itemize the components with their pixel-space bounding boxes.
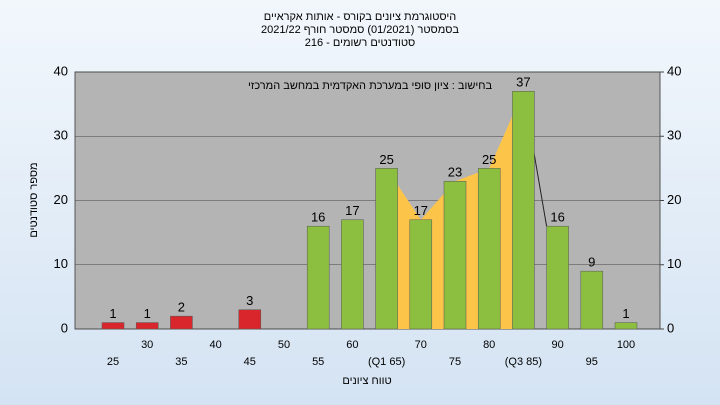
x-tick-label: 25 bbox=[107, 356, 119, 368]
x-tick-label: 95 bbox=[586, 356, 598, 368]
data-label: 23 bbox=[448, 165, 462, 180]
y-tick-label: 10 bbox=[54, 256, 68, 271]
chart-subtitle: בסמסטר (01/2021) סמסטר חורף 2021/22 bbox=[261, 24, 459, 36]
y-tick-label: 40 bbox=[54, 63, 68, 78]
data-label: 25 bbox=[379, 152, 393, 167]
data-label: 1 bbox=[144, 306, 151, 321]
x-tick-label: 55 bbox=[312, 356, 324, 368]
x-tick-label: (Q3 85) bbox=[505, 356, 542, 368]
y-tick-label: 0 bbox=[61, 320, 68, 335]
bar bbox=[341, 219, 364, 330]
data-label: 16 bbox=[550, 210, 564, 225]
bar bbox=[477, 168, 501, 330]
bar bbox=[409, 219, 433, 330]
bar bbox=[580, 270, 604, 330]
x-tick-label: 75 bbox=[449, 356, 461, 368]
chart-subtitle: סטודנטים רשומים - 216 bbox=[305, 37, 416, 49]
x-tick-label: 40 bbox=[209, 339, 221, 351]
y2-tick-label: 20 bbox=[667, 192, 681, 207]
x-tick-label: (Q1 65) bbox=[368, 356, 405, 368]
x-tick-label: 60 bbox=[346, 339, 358, 351]
x-tick-label: 90 bbox=[551, 339, 563, 351]
x-tick-label: 30 bbox=[141, 339, 153, 351]
y2-tick-label: 10 bbox=[667, 256, 681, 271]
y-tick-label: 20 bbox=[54, 192, 68, 207]
bar bbox=[135, 322, 159, 330]
bar bbox=[546, 225, 569, 330]
y2-tick-label: 40 bbox=[667, 63, 681, 78]
data-label: 16 bbox=[311, 210, 325, 225]
data-label: 1 bbox=[109, 306, 116, 321]
data-label: 17 bbox=[414, 203, 428, 218]
data-label: 3 bbox=[246, 293, 253, 308]
data-label: 25 bbox=[482, 152, 496, 167]
y2-tick-label: 0 bbox=[667, 320, 674, 335]
bar bbox=[512, 91, 535, 330]
chart-title: היסטוגרמת ציונים בקורס - אותות אקראיים bbox=[264, 11, 456, 23]
x-tick-label: 70 bbox=[415, 339, 427, 351]
data-label: 2 bbox=[178, 300, 185, 315]
bar bbox=[443, 180, 467, 330]
x-tick-label: 35 bbox=[175, 356, 187, 368]
x-tick-label: 45 bbox=[244, 356, 256, 368]
bar bbox=[238, 309, 262, 330]
bar bbox=[101, 322, 125, 330]
x-axis-label: טווח ציונים bbox=[342, 375, 391, 387]
x-tick-label: 80 bbox=[483, 339, 495, 351]
data-label: 17 bbox=[345, 203, 359, 218]
x-tick-label: 50 bbox=[278, 339, 290, 351]
bar bbox=[306, 225, 330, 330]
x-tick-label: 100 bbox=[617, 339, 635, 351]
annotation: בחישוב : ציון סופי במערכת האקדמית במחשב … bbox=[248, 80, 493, 92]
y-tick-label: 30 bbox=[54, 128, 68, 143]
data-label: 37 bbox=[516, 75, 530, 90]
y-axis-label: מספר סטודנטים bbox=[28, 162, 40, 237]
data-label: 9 bbox=[588, 255, 595, 270]
y2-tick-label: 30 bbox=[667, 128, 681, 143]
bar bbox=[170, 315, 193, 330]
data-label: 1 bbox=[622, 306, 629, 321]
bar bbox=[375, 168, 398, 330]
bar bbox=[614, 322, 638, 330]
